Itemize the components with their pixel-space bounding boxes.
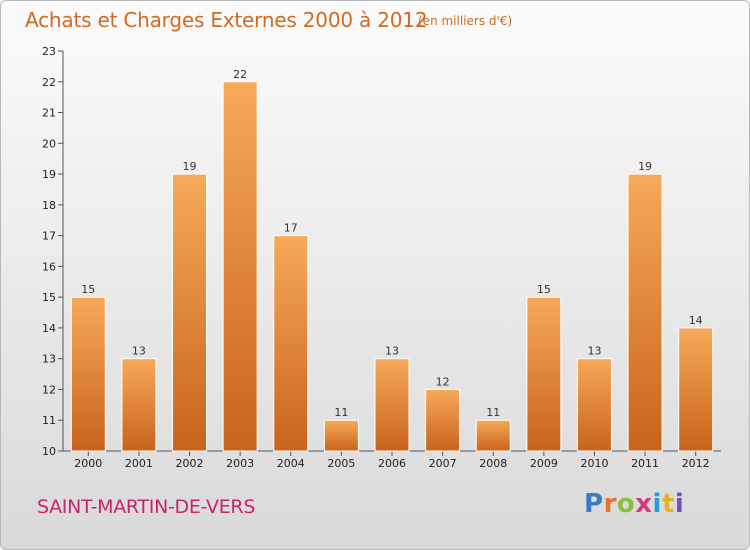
data-label-2011: 19 [638, 160, 652, 173]
y-tick-label: 10 [42, 445, 56, 458]
x-tick-label: 2008 [479, 457, 507, 470]
data-label-2000: 15 [81, 283, 95, 296]
y-tick-label: 15 [42, 291, 56, 304]
bar-2007 [425, 388, 461, 452]
bar-2010 [576, 358, 612, 452]
logo-letter: i [652, 489, 662, 519]
x-tick-label: 2004 [277, 457, 305, 470]
data-label-2003: 22 [233, 68, 247, 81]
x-tick-label: 2007 [429, 457, 457, 470]
logo-letter: i [674, 489, 685, 519]
bar-2004 [273, 235, 309, 452]
data-label-2006: 13 [385, 345, 399, 358]
x-tick-label: 2001 [125, 457, 153, 470]
chart-subtitle: (en milliers d'€) [418, 14, 513, 28]
bar-2012 [678, 327, 714, 452]
logo-letter: x [635, 489, 653, 519]
x-tick-label: 2000 [74, 457, 102, 470]
x-tick-label: 2005 [327, 457, 355, 470]
y-tick-label: 19 [42, 168, 56, 181]
bar-2011 [627, 173, 663, 452]
bars-group [70, 81, 714, 452]
data-label-2001: 13 [132, 345, 146, 358]
bar-2009 [526, 296, 562, 452]
proxiti-logo[interactable]: Proxiti [584, 489, 684, 519]
bar-2005 [323, 419, 359, 452]
x-tick-label: 2011 [631, 457, 659, 470]
bar-2003 [222, 81, 258, 452]
x-tick-label: 2006 [378, 457, 406, 470]
data-label-2010: 13 [587, 345, 601, 358]
data-label-2002: 19 [183, 160, 197, 173]
bar-2001 [121, 358, 157, 452]
data-label-2004: 17 [284, 222, 298, 235]
bar-2002 [172, 173, 208, 452]
bar-2000 [70, 296, 106, 452]
data-label-2009: 15 [537, 283, 551, 296]
logo-letter: P [584, 489, 604, 519]
commune-name: SAINT-MARTIN-DE-VERS [37, 496, 256, 518]
y-tick-label: 16 [42, 260, 56, 273]
y-tick-label: 22 [42, 76, 56, 89]
x-tick-label: 2009 [530, 457, 558, 470]
data-label-2012: 14 [689, 314, 703, 327]
y-tick-label: 23 [42, 45, 56, 58]
x-tick-label: 2010 [580, 457, 608, 470]
y-tick-label: 11 [42, 414, 56, 427]
x-tick-label: 2003 [226, 457, 254, 470]
y-tick-label: 18 [42, 199, 56, 212]
axes: 10 11 12 13 14 15 16 17 18 19 20 21 22 23 [42, 45, 721, 458]
y-tick-label: 13 [42, 353, 56, 366]
y-tick-label: 14 [42, 322, 56, 335]
data-label-2008: 11 [486, 406, 500, 419]
bar-2008 [475, 419, 511, 452]
y-tick-label: 21 [42, 107, 56, 120]
y-tick-label: 20 [42, 137, 56, 150]
logo-letter: o [616, 489, 636, 519]
data-label-2007: 12 [436, 375, 450, 388]
labels-group: 15 2000 13 2001 19 2002 22 2003 17 2004 11 2005 13 20… [74, 68, 709, 470]
bar-2006 [374, 358, 410, 452]
chart-title: Achats et Charges Externes 2000 à 2012 [25, 8, 428, 32]
logo-letter: t [661, 489, 675, 519]
logo-letter: r [603, 489, 617, 519]
x-tick-label: 2002 [176, 457, 204, 470]
data-label-2005: 11 [334, 406, 348, 419]
y-tick-label: 12 [42, 383, 56, 396]
y-tick-label: 17 [42, 230, 56, 243]
x-tick-label: 2012 [682, 457, 710, 470]
